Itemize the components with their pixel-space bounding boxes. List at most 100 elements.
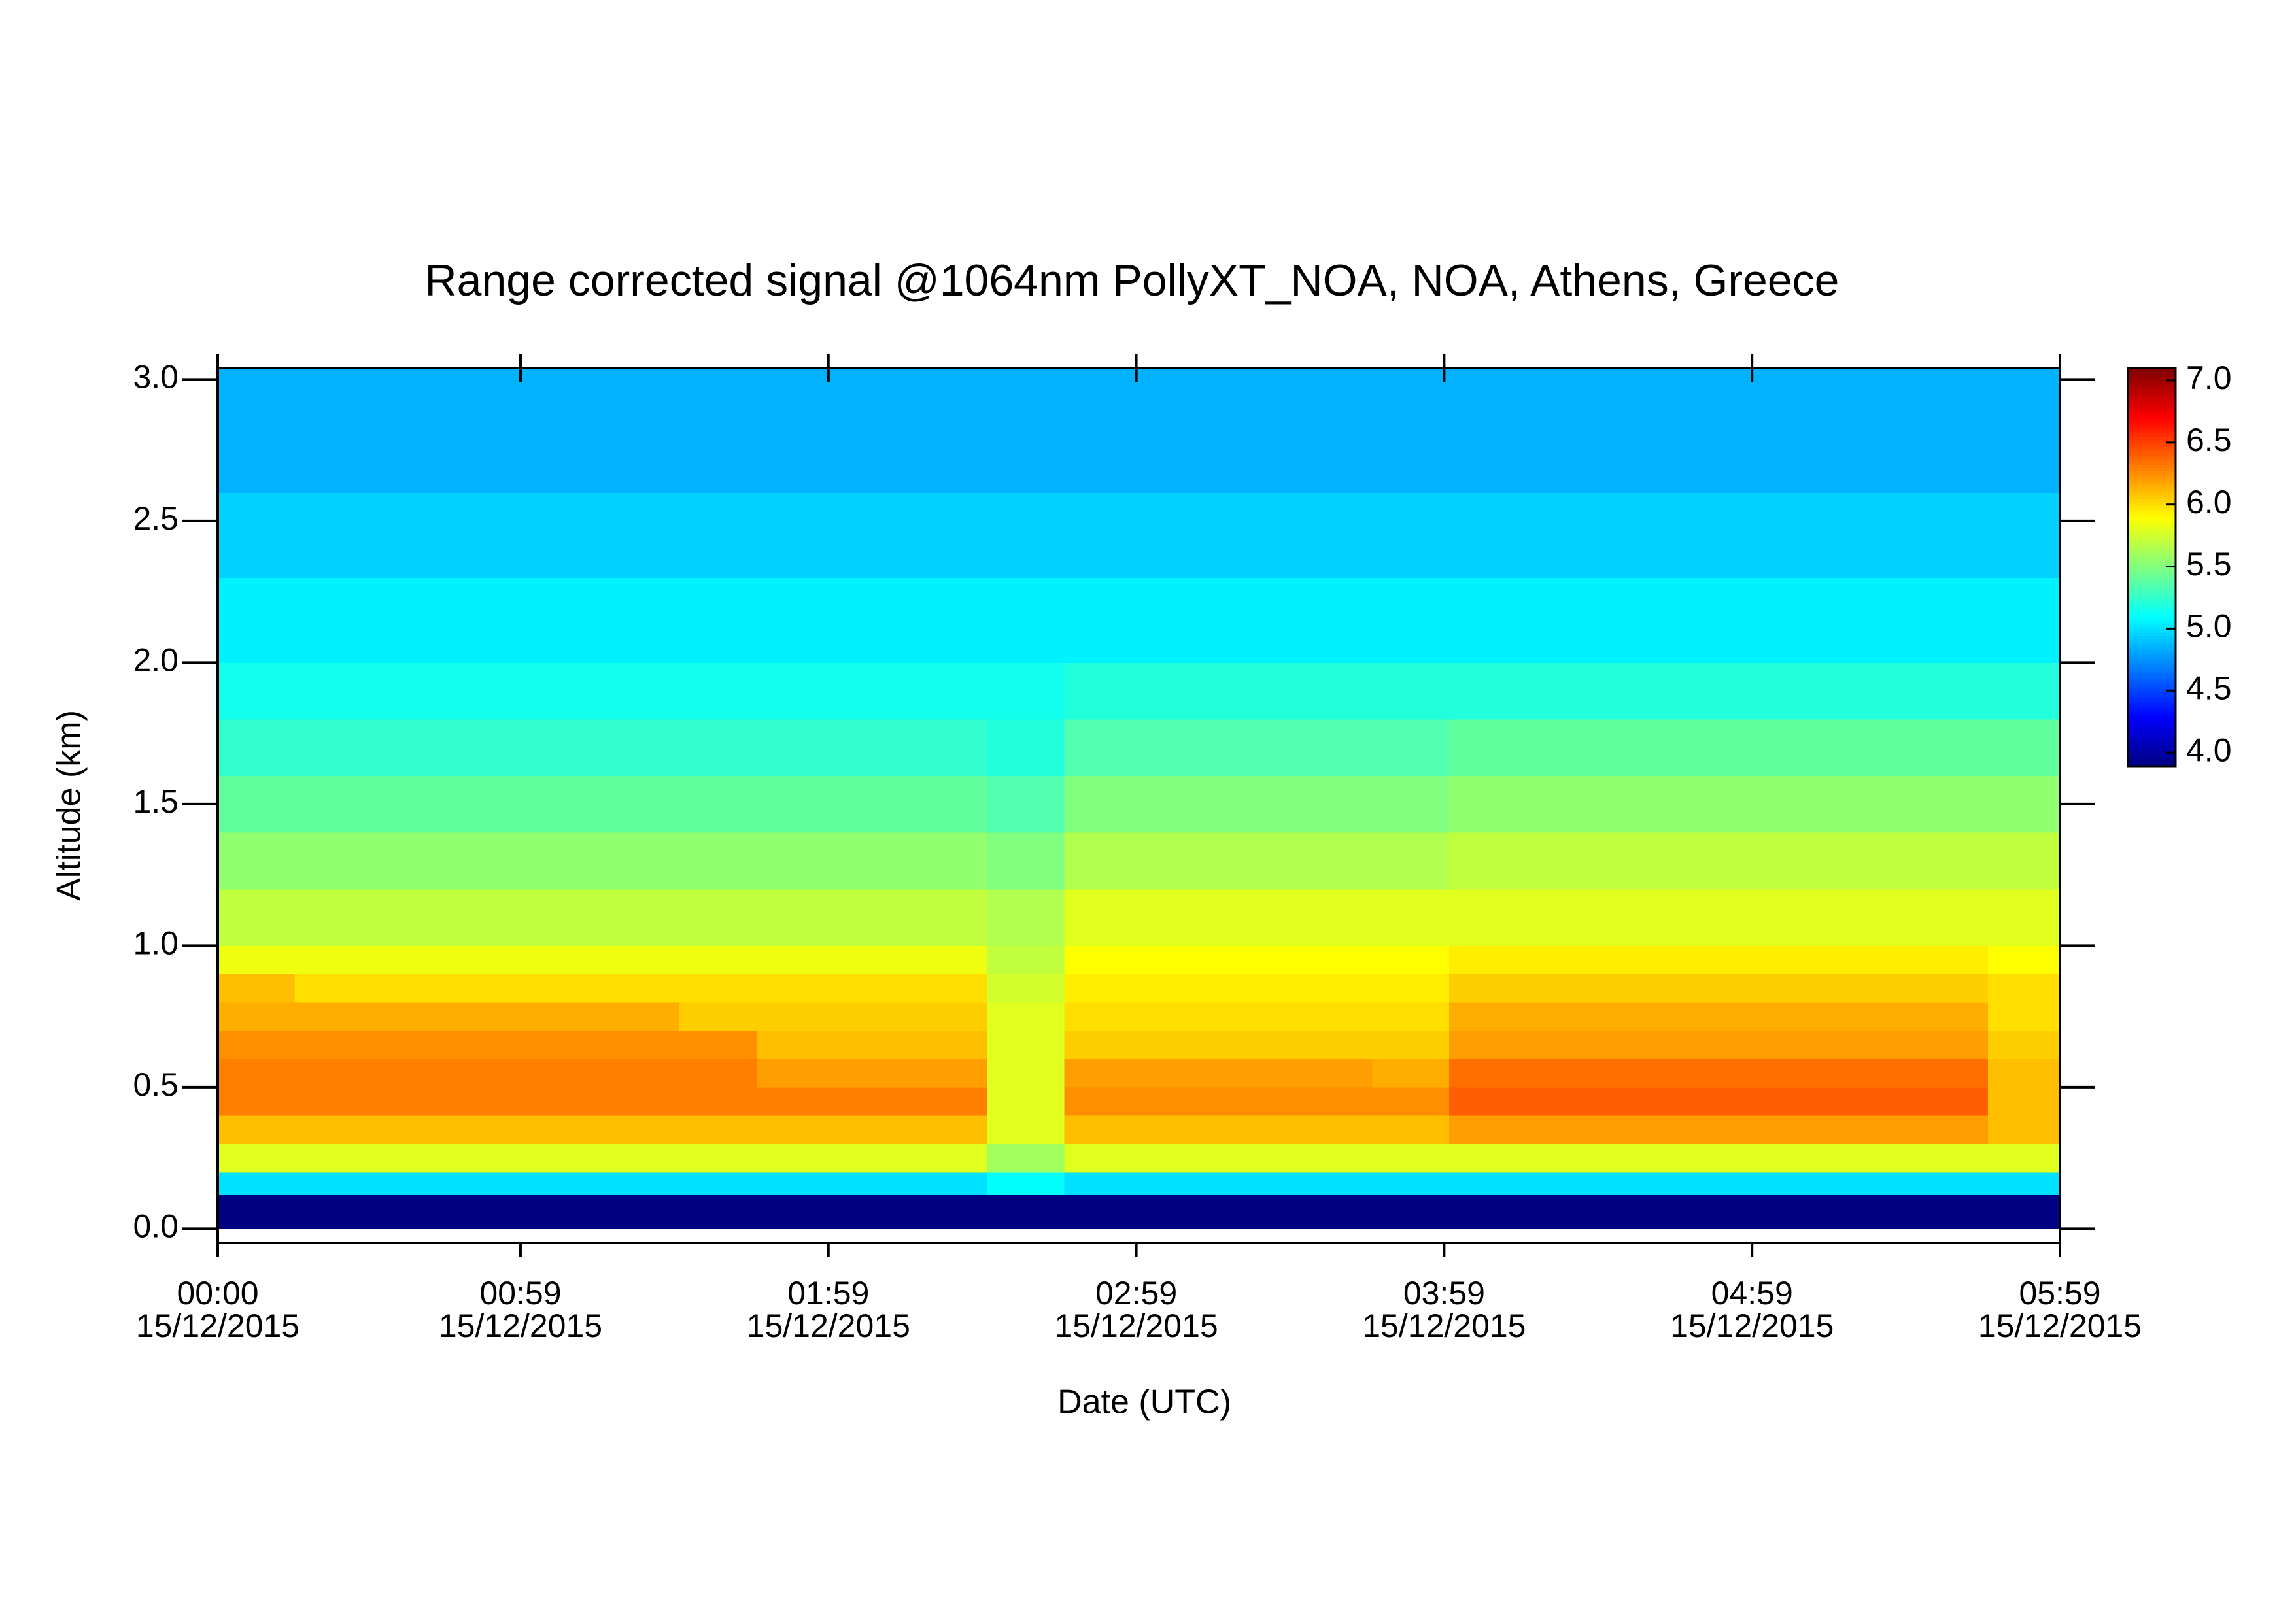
colorbar-swatch: [2128, 381, 2176, 384]
heatmap-cell: [294, 1030, 373, 1060]
heatmap-cell: [602, 888, 680, 946]
x-tick-label: 02:59: [1095, 1275, 1177, 1311]
colorbar-swatch: [2128, 408, 2176, 413]
heatmap-cell: [1449, 577, 1527, 663]
heatmap-cell: [1218, 1058, 1296, 1088]
colorbar-swatch: [2128, 452, 2176, 456]
heatmap-cell: [1603, 577, 1681, 663]
colorbar-swatch: [2128, 604, 2176, 609]
heatmap-cell: [1680, 1002, 1758, 1031]
heatmap-cell: [371, 1115, 449, 1145]
heatmap-cell: [1757, 945, 1835, 975]
heatmap-cell: [1141, 1030, 1219, 1060]
heatmap-cell: [1449, 719, 1527, 777]
heatmap-cell: [1218, 577, 1296, 663]
colorbar-swatch: [2128, 760, 2176, 764]
heatmap-cell: [1603, 1002, 1681, 1031]
colorbar-swatch: [2128, 716, 2176, 720]
heatmap-cell: [910, 1115, 988, 1145]
heatmap-cell: [1295, 1194, 1373, 1229]
colorbar-swatch: [2128, 496, 2176, 499]
heatmap-cell: [1680, 832, 1758, 890]
heatmap-cell: [756, 1115, 834, 1145]
heatmap-cell: [371, 662, 449, 720]
heatmap-cell: [833, 1058, 911, 1088]
heatmap-cell: [218, 1115, 296, 1145]
heatmap-cell: [1449, 1172, 1527, 1195]
heatmap-cell: [1295, 577, 1373, 663]
heatmap-cell: [987, 1058, 1065, 1088]
colorbar-swatch: [2128, 620, 2176, 624]
heatmap-cell: [371, 1143, 449, 1173]
heatmap-cell: [1218, 662, 1296, 720]
plot-frame: [216, 367, 2061, 1244]
heatmap-cell: [1757, 1143, 1835, 1173]
heatmap-cell: [1680, 888, 1758, 946]
heatmap-cell: [1757, 775, 1835, 833]
colorbar-swatch: [2128, 595, 2176, 599]
heatmap-cell: [602, 1194, 680, 1229]
heatmap-cell: [910, 577, 988, 663]
colorbar-swatch: [2128, 533, 2176, 537]
colorbar-swatch: [2128, 763, 2176, 767]
heatmap-cell: [1757, 577, 1835, 663]
heatmap-cell: [1526, 577, 1604, 663]
heatmap-cell: [1372, 662, 1450, 720]
heatmap-cell: [1218, 775, 1296, 833]
heatmap-cell: [218, 1002, 296, 1031]
heatmap-cell: [1218, 973, 1296, 1003]
colorbar-swatch: [2128, 688, 2176, 692]
heatmap-cell: [1757, 662, 1835, 720]
heatmap-cell: [1141, 1194, 1219, 1229]
y-tick-label: 3.0: [133, 359, 179, 396]
x-tick-date: 15/12/2015: [1670, 1308, 1834, 1344]
heatmap-cell: [1603, 1115, 1681, 1145]
colorbar-swatch: [2128, 629, 2176, 634]
heatmap-cell: [1526, 719, 1604, 777]
heatmap-cell: [1218, 719, 1296, 777]
y-axis-label: Altitude (km): [50, 710, 88, 901]
colorbar-swatch: [2128, 617, 2176, 621]
heatmap-cell: [294, 719, 373, 777]
heatmap-cell: [1911, 1087, 1989, 1116]
heatmap-cell: [679, 1002, 757, 1031]
colorbar-swatch: [2128, 738, 2176, 742]
heatmap-cell: [1834, 832, 1912, 890]
heatmap-cell: [1372, 1143, 1450, 1173]
colorbar-swatch: [2128, 756, 2176, 761]
heatmap-cell: [449, 775, 526, 833]
heatmap-cell: [679, 832, 757, 890]
heatmap-cell: [525, 1030, 604, 1060]
heatmap-cell: [1911, 1058, 1989, 1088]
heatmap-cell: [1680, 1172, 1758, 1195]
heatmap-cell: [1372, 1002, 1450, 1031]
heatmap-cell: [525, 577, 604, 663]
colorbar-swatch: [2128, 744, 2176, 749]
colorbar-swatch: [2128, 682, 2176, 686]
heatmap-cell: [294, 945, 373, 975]
colorbar-swatch: [2128, 635, 2176, 639]
heatmap-cell: [1603, 662, 1681, 720]
heatmap-cell: [987, 1115, 1065, 1145]
colorbar-swatch: [2128, 632, 2176, 636]
heatmap-cell: [525, 368, 604, 494]
heatmap-cell: [1295, 1172, 1373, 1195]
heatmap-cell: [1911, 1194, 1989, 1229]
colorbar-swatch: [2128, 498, 2176, 503]
heatmap-cell: [1911, 662, 1989, 720]
heatmap-cell: [1911, 719, 1989, 777]
heatmap-cell: [833, 1030, 911, 1060]
heatmap-cell: [679, 492, 757, 579]
colorbar-swatch: [2128, 368, 2176, 372]
heatmap-cell: [1141, 719, 1219, 777]
colorbar-swatch: [2128, 573, 2176, 577]
heatmap-cell: [987, 719, 1065, 777]
heatmap-cell: [1449, 1002, 1527, 1031]
heatmap-cell: [833, 945, 911, 975]
heatmap-cell: [1295, 832, 1373, 890]
heatmap-cell: [1372, 945, 1450, 975]
heatmap-cell: [371, 719, 449, 777]
heatmap-cell: [1988, 662, 2061, 720]
heatmap-cell: [371, 1002, 449, 1031]
heatmap-cell: [1834, 719, 1912, 777]
